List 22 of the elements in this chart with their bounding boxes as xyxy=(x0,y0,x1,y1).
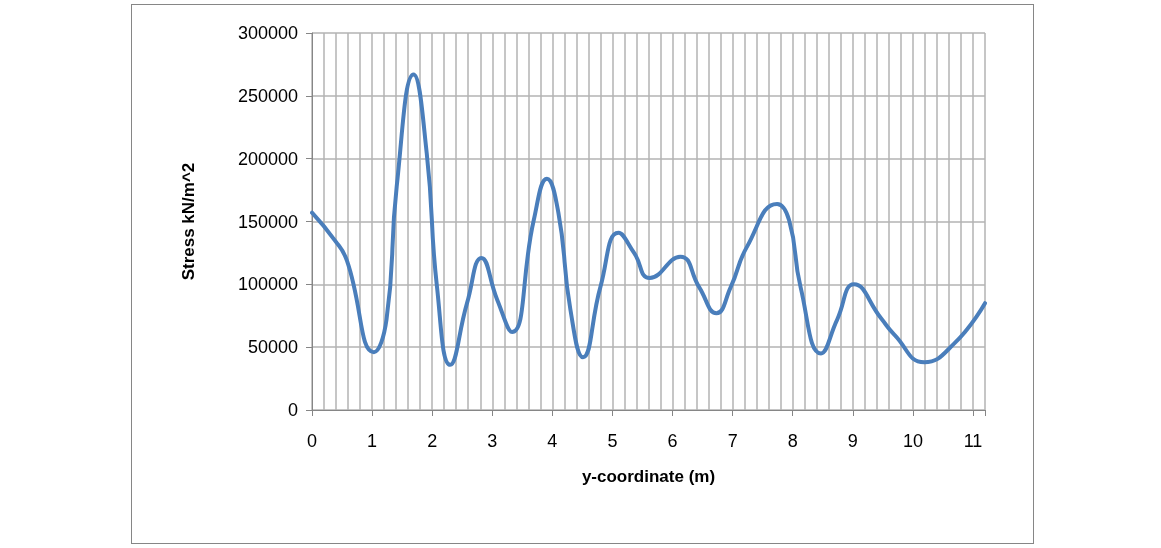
y-tick-label: 100000 xyxy=(237,274,298,295)
x-tick-label: 5 xyxy=(607,431,618,451)
x-tick-label: 11 xyxy=(963,431,983,451)
y-tick-label: 0 xyxy=(287,400,298,420)
x-tick-label: 6 xyxy=(667,431,678,451)
x-tick-label: 10 xyxy=(902,431,923,451)
y-axis-title: Stress kN/m^2 xyxy=(179,162,198,281)
line-series xyxy=(310,72,987,367)
x-tick-label: 0 xyxy=(306,431,318,451)
x-tick-label: 9 xyxy=(847,431,858,451)
x-tick-label: 7 xyxy=(727,431,738,451)
x-axis-title: y-coordinate (m) xyxy=(581,467,716,486)
y-tick-label: 150000 xyxy=(237,211,298,232)
x-tick-label: 4 xyxy=(547,431,558,451)
y-tick-label: 250000 xyxy=(237,85,298,106)
y-tick-label: 300000 xyxy=(237,23,298,43)
x-tick-label: 2 xyxy=(427,431,438,451)
x-tick-label: 3 xyxy=(487,431,498,451)
x-tick-label: 1 xyxy=(367,431,378,451)
y-tick-label: 200000 xyxy=(237,148,298,169)
x-tick-label: 8 xyxy=(787,431,798,451)
y-tick-label: 50000 xyxy=(247,337,298,358)
